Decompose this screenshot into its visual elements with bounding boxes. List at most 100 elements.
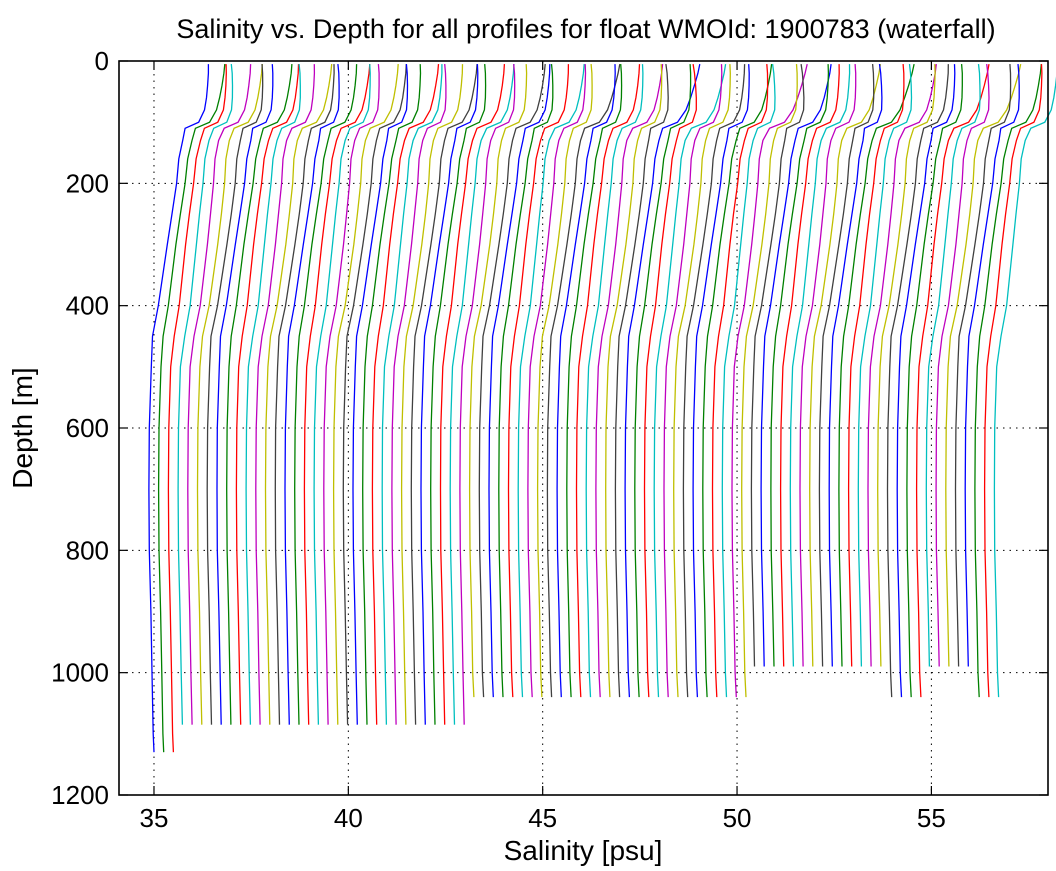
profile-line <box>148 64 210 753</box>
profile-line <box>634 64 692 698</box>
profile-line <box>391 64 447 725</box>
profile-line <box>682 64 746 698</box>
profile-line <box>459 64 516 725</box>
profile-line <box>711 64 769 698</box>
profile-line <box>974 64 1042 698</box>
profile-line <box>255 64 316 725</box>
profile-line <box>400 64 464 725</box>
x-axis-ticks: 35 40 45 50 55 <box>140 61 946 833</box>
profile-line <box>381 64 443 725</box>
y-tick-label: 0 <box>95 46 109 76</box>
profile-line <box>245 64 301 725</box>
profile-line <box>556 64 616 698</box>
profile-line <box>847 64 905 667</box>
profile-line <box>235 64 300 725</box>
profile-line <box>857 64 913 667</box>
profile-line <box>177 64 234 725</box>
profile-line <box>439 64 506 725</box>
profile-line <box>527 64 587 698</box>
profile-line <box>818 64 875 667</box>
profile-line <box>362 64 422 725</box>
profile-line <box>673 64 731 698</box>
profile-line <box>216 64 274 725</box>
profile-line <box>867 64 937 667</box>
profile-line <box>498 64 554 698</box>
y-tick-label: 600 <box>66 413 109 443</box>
profile-line <box>478 64 546 698</box>
y-tick-label: 800 <box>66 535 109 565</box>
x-tick-label: 50 <box>723 803 752 833</box>
profile-line <box>303 64 371 725</box>
profile-line <box>313 64 371 725</box>
profile-line <box>323 64 380 725</box>
x-tick-label: 45 <box>528 803 557 833</box>
profile-line <box>507 64 570 698</box>
profile-line <box>789 64 851 667</box>
profile-line <box>536 64 593 698</box>
profile-line <box>566 64 623 698</box>
profile-line <box>430 64 487 725</box>
profile-line <box>799 64 857 667</box>
profile-line <box>575 64 641 698</box>
profile-line <box>585 64 644 698</box>
profile-line <box>420 64 479 725</box>
profile-line <box>187 64 252 725</box>
profile-line <box>294 64 358 725</box>
profile-line <box>877 64 936 667</box>
x-tick-label: 55 <box>917 803 946 833</box>
profile-line <box>964 64 1020 667</box>
profile-line <box>226 64 293 725</box>
profile-line <box>935 64 990 667</box>
profile-line <box>517 64 585 698</box>
salinity-profiles <box>148 63 1056 753</box>
x-tick-label: 35 <box>140 803 169 833</box>
y-tick-label: 1200 <box>51 780 109 810</box>
plot-area-frame <box>118 60 1049 796</box>
profile-line <box>721 64 776 698</box>
profile-line <box>993 76 1056 698</box>
profile-line <box>886 64 949 698</box>
profile-line <box>809 64 882 667</box>
profile-line <box>410 64 478 725</box>
profile-line <box>925 64 981 667</box>
profile-line <box>954 64 1012 667</box>
y-axis-label: Depth [m] <box>7 367 38 488</box>
profile-line <box>488 64 551 698</box>
profile-line <box>352 64 409 725</box>
profile-line <box>264 64 333 725</box>
y-tick-label: 200 <box>66 168 109 198</box>
profile-line <box>595 64 664 698</box>
profile-line <box>896 64 956 698</box>
profile-line <box>614 64 669 698</box>
profile-line <box>779 64 840 667</box>
profile-line <box>692 64 750 698</box>
x-axis-label: Salinity [psu] <box>504 835 663 866</box>
profile-line <box>468 64 528 698</box>
y-tick-label: 400 <box>66 291 109 321</box>
profile-line <box>449 64 515 725</box>
profile-line <box>828 64 883 667</box>
profile-line <box>274 64 335 725</box>
profile-line <box>157 64 226 753</box>
profile-line <box>663 64 723 698</box>
profile-line <box>206 64 264 725</box>
profile-line <box>760 64 832 667</box>
profile-line <box>342 64 407 725</box>
profile-line <box>750 64 805 667</box>
profile-line <box>605 64 663 698</box>
x-tick-label: 40 <box>334 803 363 833</box>
profile-line <box>167 64 227 753</box>
profile-line <box>284 64 340 725</box>
profile-line <box>371 64 440 725</box>
profile-line <box>196 64 263 725</box>
grid-lines <box>119 60 1048 796</box>
profile-line <box>983 64 1043 698</box>
profile-line <box>770 64 830 667</box>
profile-line <box>546 63 621 698</box>
profile-line <box>643 64 697 698</box>
profile-line <box>653 63 727 698</box>
y-tick-label: 1000 <box>51 658 109 688</box>
profile-line <box>332 64 399 725</box>
profile-line <box>906 64 963 698</box>
